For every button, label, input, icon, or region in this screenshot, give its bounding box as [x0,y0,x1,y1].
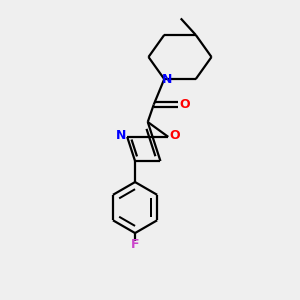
Text: O: O [180,98,190,111]
Text: F: F [131,238,139,251]
Text: N: N [116,129,126,142]
Text: N: N [161,73,172,85]
Text: O: O [169,129,180,142]
